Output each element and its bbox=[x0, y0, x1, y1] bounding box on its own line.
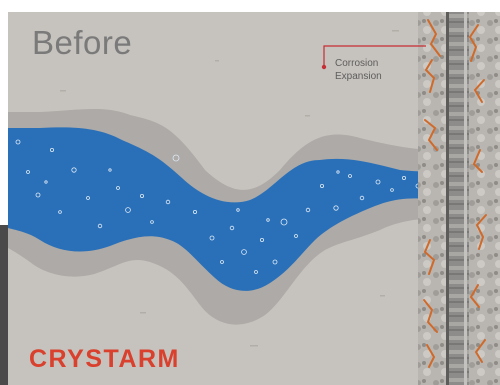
rust-deposits bbox=[423, 19, 487, 368]
water-channel bbox=[8, 127, 440, 291]
callout-dot bbox=[321, 64, 327, 70]
rebar-shadow bbox=[446, 12, 449, 385]
rebar-highlight bbox=[464, 12, 467, 385]
brand-logo: CRYSTARM bbox=[29, 345, 180, 373]
callout-line-2: Expansion bbox=[335, 71, 382, 82]
panel-title: Before bbox=[32, 24, 133, 61]
callout-line-1: Corrosion bbox=[335, 58, 379, 69]
corrosion-callout: Corrosion Expansion bbox=[335, 57, 382, 83]
rebar bbox=[446, 12, 469, 385]
callout-leader-line bbox=[323, 45, 426, 67]
water-bubbles bbox=[15, 139, 432, 274]
